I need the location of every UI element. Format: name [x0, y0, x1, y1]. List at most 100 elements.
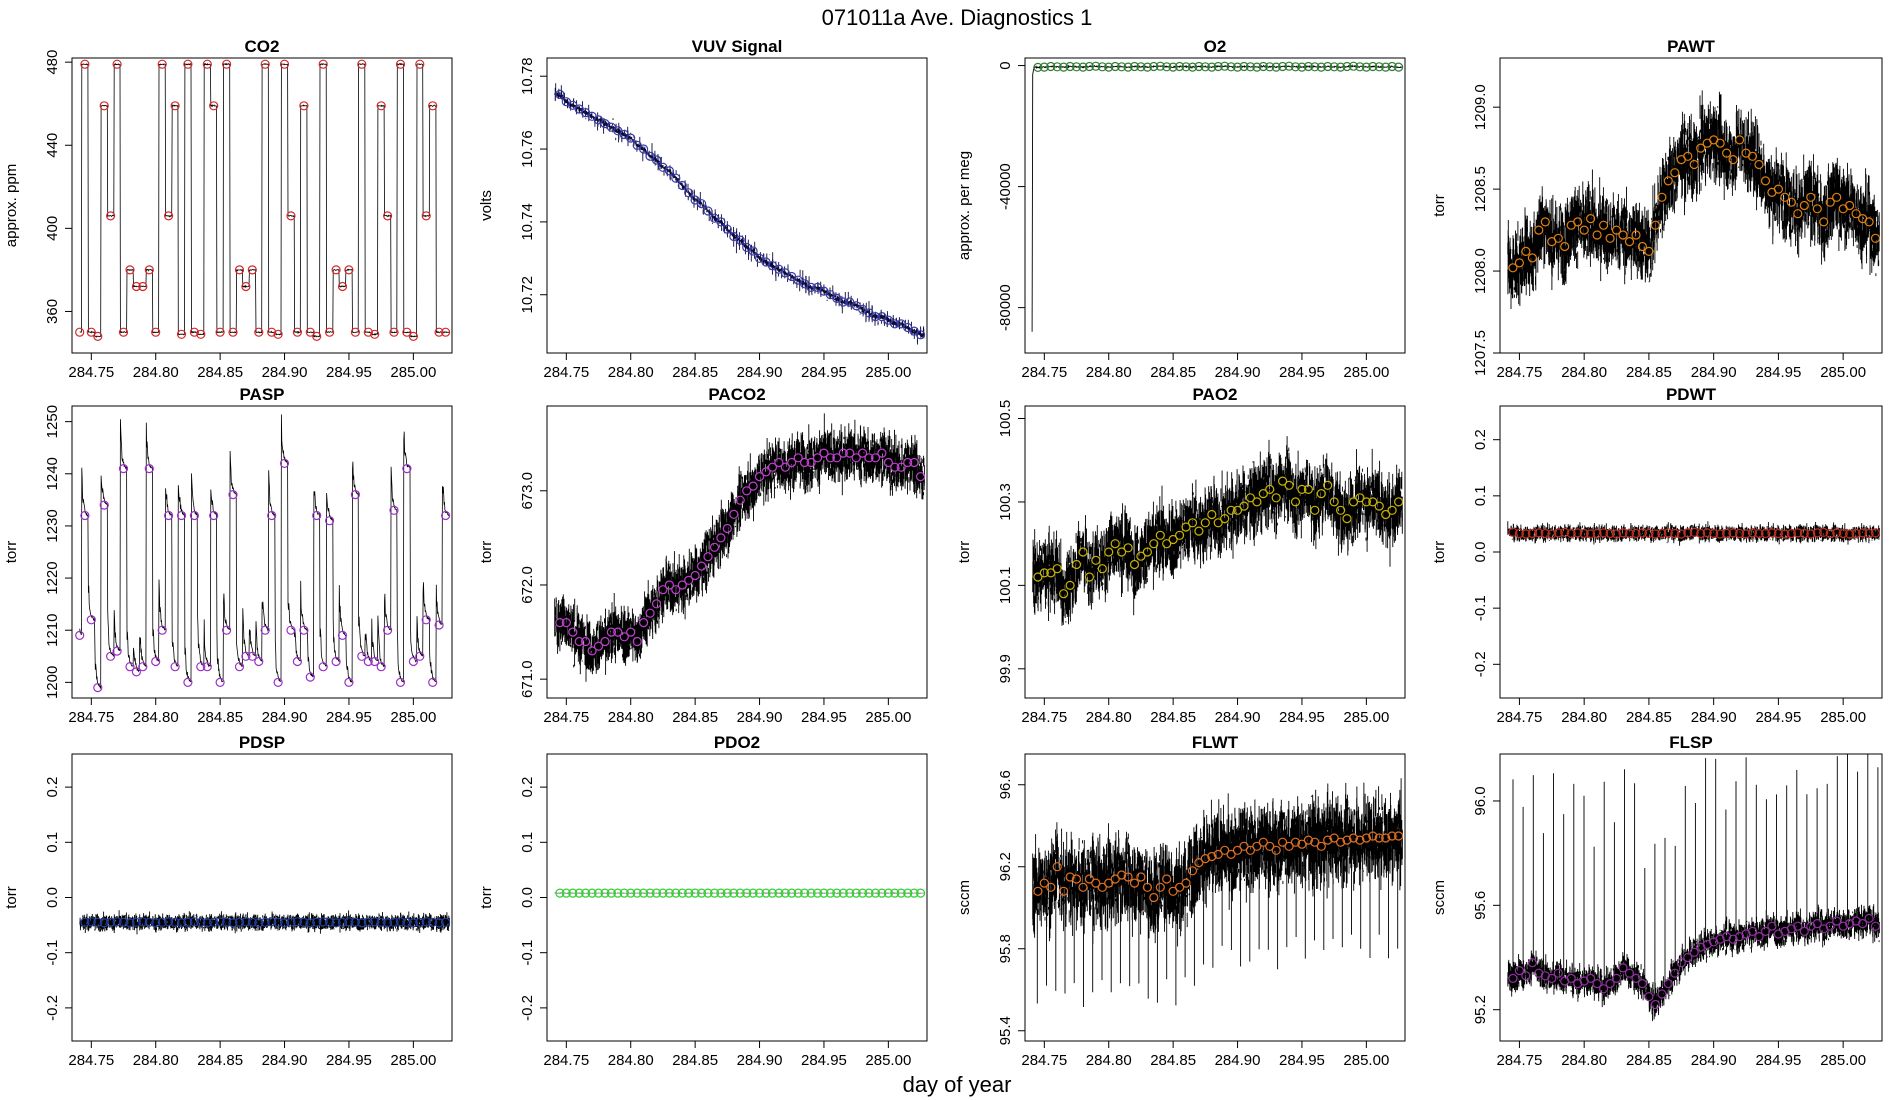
data-point: [1767, 921, 1777, 931]
x-tick-label: 285.00: [1343, 364, 1389, 381]
data-point: [260, 59, 270, 69]
data-point: [613, 627, 623, 637]
data-point: [318, 662, 328, 672]
plot-frame: [1024, 753, 1406, 1042]
y-tick-label: 673.0: [519, 472, 536, 510]
data-point: [350, 327, 360, 337]
data-point: [632, 888, 642, 898]
x-tick-label: 284.95: [801, 364, 847, 381]
x-tick-label: 284.75: [68, 709, 114, 726]
data-point: [1129, 61, 1140, 72]
data-point: [587, 646, 597, 656]
data-point: [1348, 497, 1359, 507]
panel-pao2: PAO2 torr 284.75 284.80 284.85 284.90 284.95 28…: [956, 385, 1406, 726]
data-point: [1870, 528, 1881, 538]
data-point: [1123, 62, 1133, 72]
y-tick-label: 480: [44, 50, 61, 75]
data-point: [370, 329, 380, 339]
data-point: [131, 281, 141, 292]
data-point: [383, 211, 393, 221]
data-point: [318, 917, 328, 927]
data-point: [344, 917, 354, 927]
data-point: [434, 620, 444, 630]
data-point: [851, 888, 861, 898]
x-tick-label: 284.90: [1215, 364, 1261, 381]
data-point: [164, 510, 174, 521]
data-point: [337, 281, 348, 292]
data-point: [677, 888, 687, 898]
series-line: [79, 62, 450, 338]
data-point: [170, 917, 180, 927]
data-point: [1116, 547, 1127, 557]
data-point: [131, 667, 141, 677]
data-point: [1232, 62, 1243, 72]
data-point: [1683, 151, 1693, 161]
data-point: [1361, 833, 1372, 843]
data-point: [1123, 872, 1133, 882]
data-point: [793, 453, 803, 463]
data-point: [1097, 882, 1107, 892]
data-point: [1566, 528, 1576, 539]
data-point: [1521, 529, 1531, 539]
data-point: [1058, 886, 1069, 896]
data-point: [1277, 61, 1288, 72]
data-point: [593, 641, 604, 651]
x-tick-label: 285.00: [865, 709, 911, 726]
data-point: [1323, 835, 1333, 845]
data-point: [209, 510, 219, 521]
data-point: [1760, 528, 1771, 539]
data-point: [690, 888, 700, 898]
data-point: [806, 282, 816, 292]
x-tick-label: 284.90: [1691, 364, 1737, 381]
data-point: [1323, 61, 1333, 72]
data-point: [176, 918, 187, 928]
data-point: [1368, 497, 1378, 507]
data-point: [1663, 978, 1673, 989]
data-point: [1310, 62, 1320, 72]
data-point: [1142, 547, 1153, 557]
data-point: [441, 917, 451, 927]
data-point: [1181, 62, 1191, 72]
x-tick-label: 284.90: [1691, 709, 1737, 726]
data-point: [1799, 200, 1809, 211]
data-point: [1097, 564, 1107, 574]
x-tick-label: 284.80: [133, 364, 179, 381]
data-point: [1844, 200, 1855, 211]
data-point: [1514, 528, 1525, 539]
data-point: [1734, 135, 1745, 145]
data-point: [1361, 62, 1372, 72]
data-point: [189, 917, 199, 927]
data-point: [1793, 209, 1803, 219]
data-point: [1838, 528, 1848, 539]
data-point: [1696, 143, 1706, 153]
data-point: [164, 917, 174, 927]
data-point: [1265, 484, 1275, 494]
data-point: [279, 59, 290, 69]
y-tick-label: 96.0: [1472, 786, 1489, 815]
data-point: [1290, 497, 1301, 507]
data-point: [1870, 921, 1881, 931]
data-point: [125, 918, 135, 928]
data-point: [651, 155, 662, 165]
data-point: [1670, 968, 1680, 978]
data-point: [299, 101, 309, 111]
data-point: [292, 917, 302, 927]
data-point: [1851, 209, 1861, 219]
panel-o2: O2 approx. per meg 284.75 284.80 284.85 284.9…: [956, 37, 1406, 381]
x-tick-label: 285.00: [1820, 1052, 1866, 1069]
data-point: [1277, 476, 1288, 486]
data-point: [1033, 572, 1043, 582]
data-point: [1734, 528, 1745, 539]
data-point: [555, 617, 565, 628]
data-point: [196, 329, 206, 339]
panel-title: CO2: [245, 37, 280, 56]
data-point: [696, 561, 707, 571]
x-tick-label: 284.95: [801, 1052, 847, 1069]
y-axis-label: torr: [1431, 194, 1448, 217]
data-point: [357, 918, 367, 928]
data-point: [370, 656, 380, 667]
series-group: [554, 83, 926, 345]
data-point: [99, 101, 109, 111]
data-point: [279, 458, 290, 468]
